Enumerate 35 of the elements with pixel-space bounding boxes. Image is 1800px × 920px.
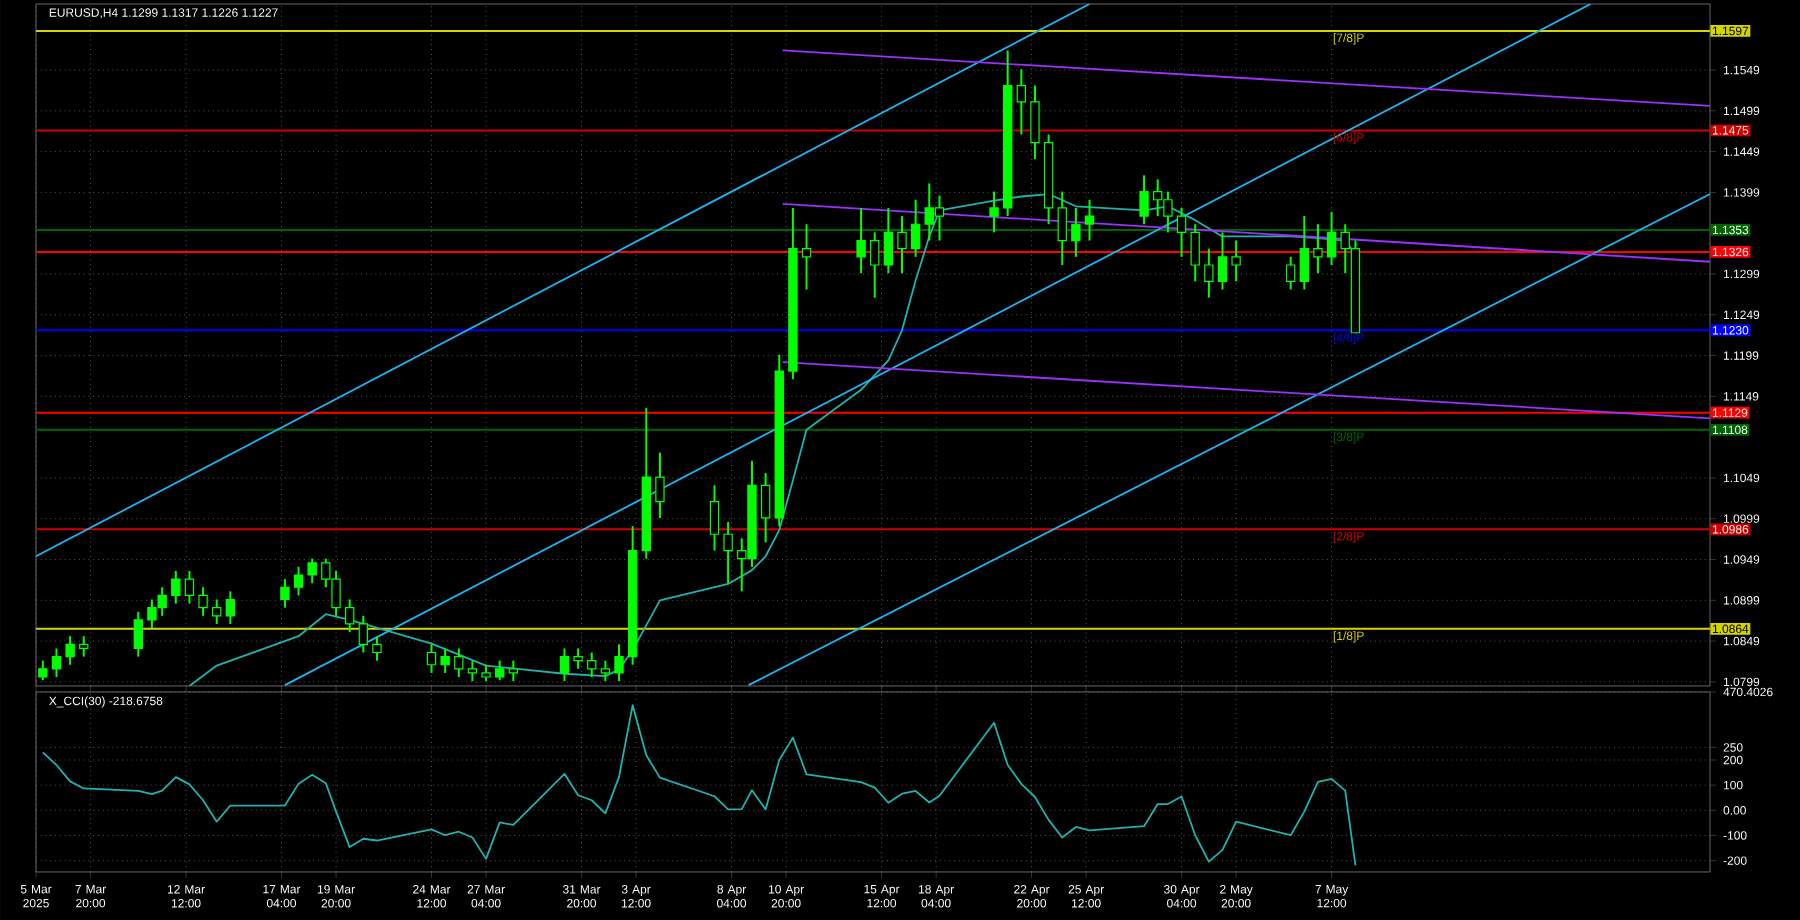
candlestick xyxy=(897,215,907,275)
candlestick xyxy=(1071,206,1081,258)
candlestick xyxy=(1313,223,1323,275)
candlestick xyxy=(454,647,464,678)
candlestick xyxy=(1016,68,1027,136)
candlestick xyxy=(1204,247,1214,299)
candlestick xyxy=(760,472,771,544)
candlestick xyxy=(723,520,733,585)
candlestick xyxy=(212,598,222,625)
candlestick xyxy=(989,190,999,234)
candlestick xyxy=(641,406,651,560)
candlestick xyxy=(280,578,290,609)
candlestick xyxy=(225,590,236,625)
candlestick xyxy=(1190,223,1200,283)
candlestick xyxy=(573,647,583,670)
candlestick xyxy=(440,647,450,674)
candlestick xyxy=(372,635,382,662)
candlestick xyxy=(1030,84,1040,160)
candlestick xyxy=(426,643,437,674)
candlestick xyxy=(1084,198,1095,242)
candlestick xyxy=(655,451,665,519)
candlestick xyxy=(870,231,880,299)
candlestick xyxy=(856,206,866,275)
candlestick xyxy=(198,586,208,617)
candlestick xyxy=(910,198,921,258)
line-series xyxy=(41,704,1357,867)
candlestick xyxy=(1057,190,1067,267)
candlestick xyxy=(65,635,75,666)
candlestick xyxy=(51,647,62,678)
candlestick xyxy=(801,223,812,291)
candlestick xyxy=(1043,133,1054,226)
candlestick xyxy=(79,635,89,658)
candlestick xyxy=(709,484,720,552)
candlestick xyxy=(1231,239,1241,283)
candlestick xyxy=(627,525,638,666)
